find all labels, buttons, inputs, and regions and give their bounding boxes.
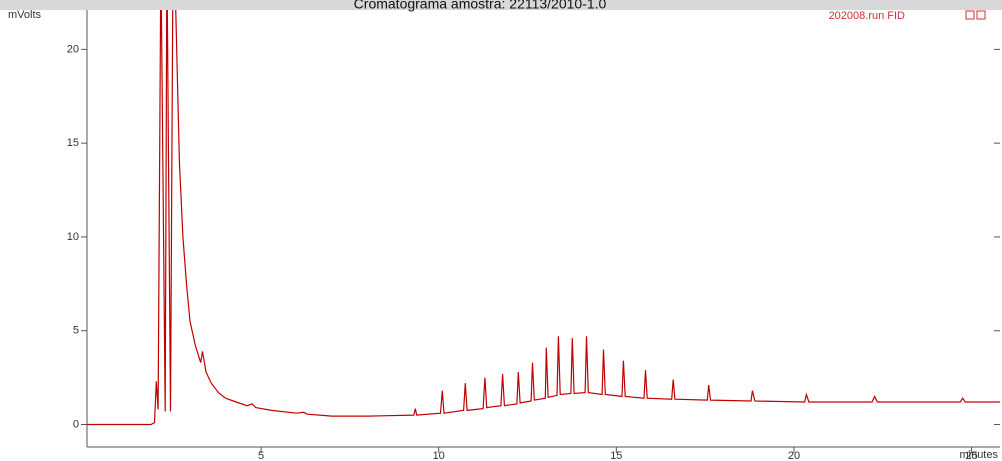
y-tick-label: 20 xyxy=(67,43,79,55)
x-tick-label: 15 xyxy=(610,450,622,461)
x-tick-label: 20 xyxy=(788,450,800,461)
y-tick-label: 10 xyxy=(67,231,79,243)
y-tick-label: 0 xyxy=(73,418,79,430)
x-tick-label: 25 xyxy=(965,450,977,461)
x-tick-label: 10 xyxy=(433,450,445,461)
title-bar xyxy=(0,0,1002,10)
chromatogram-line xyxy=(87,10,1000,426)
window-button[interactable] xyxy=(976,10,986,20)
y-tick-label: 5 xyxy=(73,325,79,337)
run-label: 202008.run FID xyxy=(829,10,905,22)
window-button[interactable] xyxy=(965,10,975,20)
y-tick-label: 15 xyxy=(67,137,79,149)
y-axis-label: mVolts xyxy=(8,9,42,21)
chart-title: Cromatograma amostra: 22113/2010-1.0 xyxy=(354,0,607,12)
x-tick-label: 5 xyxy=(258,450,264,461)
x-axis-label: minutes xyxy=(959,449,998,461)
